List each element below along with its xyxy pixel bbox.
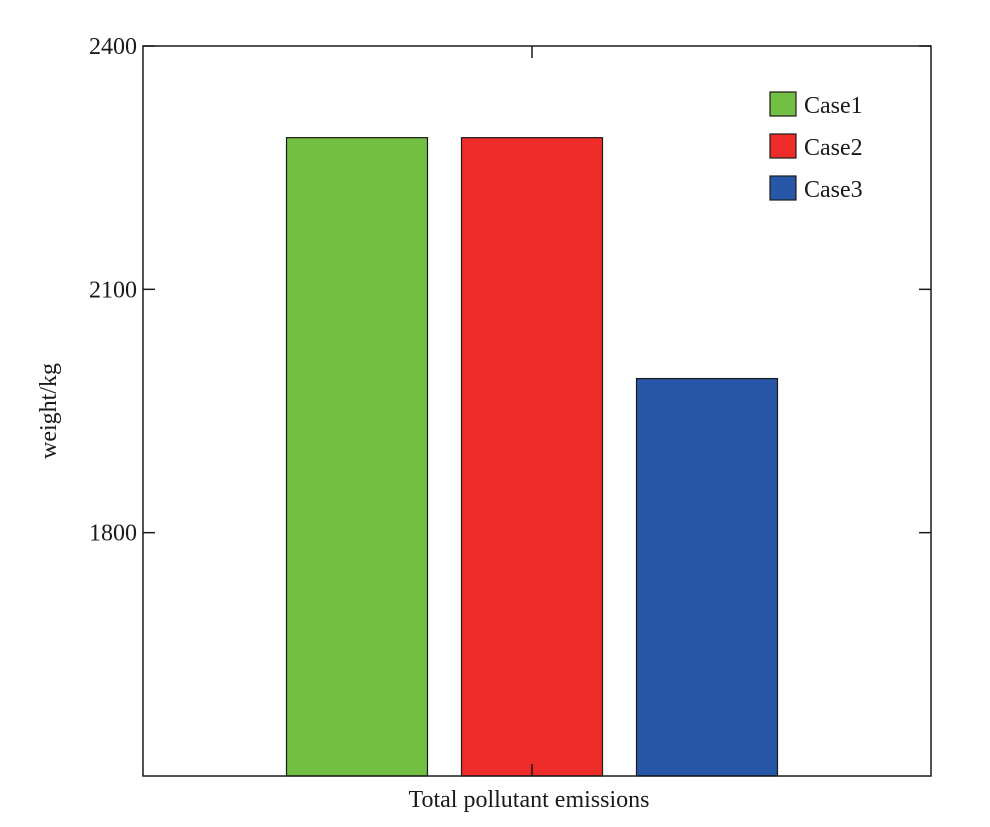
x-axis-label: Total pollutant emissions (409, 787, 650, 813)
legend-label-case2: Case2 (804, 135, 863, 161)
y-tick-labels: 1800 2100 2400 (89, 34, 137, 547)
bars-group (285, 137, 779, 777)
plot-frame (142, 45, 932, 777)
legend-swatch-case1 (769, 91, 797, 117)
y-tick-label: 2400 (89, 34, 137, 60)
bar-case3 (635, 377, 779, 777)
bar-case1 (285, 137, 429, 777)
legend-swatch-case3 (769, 175, 797, 201)
axis-ticks (143, 45, 931, 776)
y-axis-label: weight/kg (36, 363, 62, 459)
bar-case2 (460, 137, 604, 777)
y-tick-label: 1800 (89, 521, 137, 547)
legend: Case1 Case2 Case3 (769, 91, 863, 203)
legend-swatch-case2 (769, 133, 797, 159)
legend-label-case3: Case3 (804, 177, 863, 203)
legend-label-case1: Case1 (804, 93, 863, 119)
y-tick-label: 2100 (89, 277, 137, 303)
